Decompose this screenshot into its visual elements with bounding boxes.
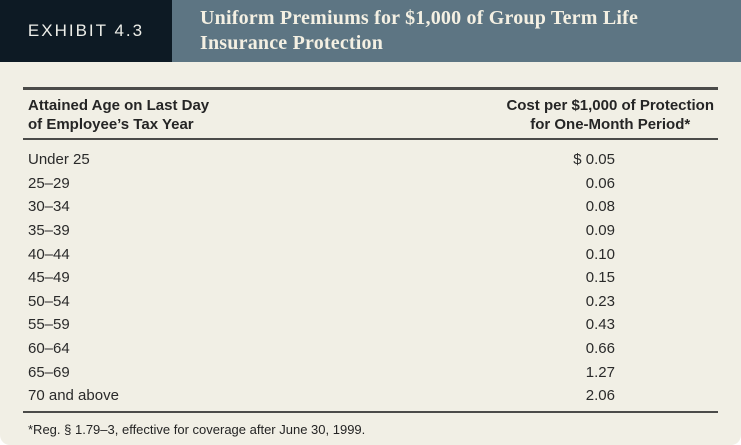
table-row: 55–59 0.43 bbox=[28, 313, 718, 337]
cost-column-header: Cost per $1,000 of Protection for One-Mo… bbox=[506, 96, 714, 134]
table-top-rule bbox=[23, 87, 718, 90]
age-cell: 55–59 bbox=[28, 316, 70, 334]
age-column-header-line1: Attained Age on Last Day bbox=[28, 96, 210, 114]
table-body: Under 25 $ 0.05 25–29 0.06 30–34 0.08 35–39 0.0… bbox=[23, 140, 718, 411]
exhibit-title-line2: Insurance Protection bbox=[200, 32, 384, 54]
cost-cell: 0.66 bbox=[585, 340, 615, 358]
cost-column-header-line1: Cost per $1,000 of Protection bbox=[506, 96, 714, 114]
cost-cell: 0.23 bbox=[585, 292, 615, 310]
cost-cell: 0.43 bbox=[585, 316, 615, 334]
table-bottom-rule bbox=[23, 410, 718, 414]
exhibit-title-bar: Uniform Premiums for $1,000 of Group Ter… bbox=[172, 0, 741, 62]
age-cell: 40–44 bbox=[28, 245, 70, 263]
table-row: 70 and above 2.06 bbox=[28, 384, 718, 408]
exhibit-title-line1: Uniform Premiums for $1,000 of Group Ter… bbox=[200, 7, 639, 29]
age-column-header-line2: of Employee’s Tax Year bbox=[28, 115, 194, 133]
table-row: 60–64 0.66 bbox=[28, 337, 718, 361]
table-row: 40–44 0.10 bbox=[28, 242, 718, 266]
table-row: 25–29 0.06 bbox=[28, 172, 718, 196]
age-cell: 60–64 bbox=[28, 340, 70, 358]
cost-cell: 0.10 bbox=[585, 245, 615, 263]
cost-cell: $ 0.05 bbox=[573, 151, 615, 169]
age-cell: 25–29 bbox=[28, 174, 70, 192]
table-column-headers: Attained Age on Last Day of Employee’s T… bbox=[23, 90, 718, 138]
cost-cell: 0.09 bbox=[585, 222, 615, 240]
age-cell: 35–39 bbox=[28, 222, 70, 240]
cost-cell: 0.06 bbox=[585, 174, 615, 192]
exhibit-header: EXHIBIT 4.3 Uniform Premiums for $1,000 … bbox=[0, 0, 741, 62]
age-cell: 45–49 bbox=[28, 269, 70, 287]
age-cell: Under 25 bbox=[28, 151, 90, 169]
cost-column-header-line2: for One-Month Period* bbox=[530, 115, 691, 133]
age-cell: 65–69 bbox=[28, 363, 70, 381]
premium-table: Attained Age on Last Day of Employee’s T… bbox=[23, 87, 718, 437]
footnote: *Reg. § 1.79–3, effective for coverage a… bbox=[28, 422, 366, 438]
cost-cell: 2.06 bbox=[585, 387, 615, 405]
table-row: 35–39 0.09 bbox=[28, 219, 718, 243]
exhibit-title: Uniform Premiums for $1,000 of Group Ter… bbox=[200, 6, 638, 56]
cost-cell: 0.08 bbox=[585, 198, 615, 216]
age-column-header: Attained Age on Last Day of Employee’s T… bbox=[28, 96, 209, 134]
cost-cell: 0.15 bbox=[585, 269, 615, 287]
table-row: 30–34 0.08 bbox=[28, 195, 718, 219]
age-cell: 70 and above bbox=[28, 387, 119, 405]
exhibit-label: EXHIBIT 4.3 bbox=[0, 0, 172, 62]
age-cell: 30–34 bbox=[28, 198, 70, 216]
table-row: Under 25 $ 0.05 bbox=[28, 148, 718, 172]
table-row: 50–54 0.23 bbox=[28, 290, 718, 314]
table-header-rule bbox=[23, 137, 718, 140]
table-row: 65–69 1.27 bbox=[28, 360, 718, 384]
cost-cell: 1.27 bbox=[585, 363, 615, 381]
age-cell: 50–54 bbox=[28, 292, 70, 310]
table-row: 45–49 0.15 bbox=[28, 266, 718, 290]
